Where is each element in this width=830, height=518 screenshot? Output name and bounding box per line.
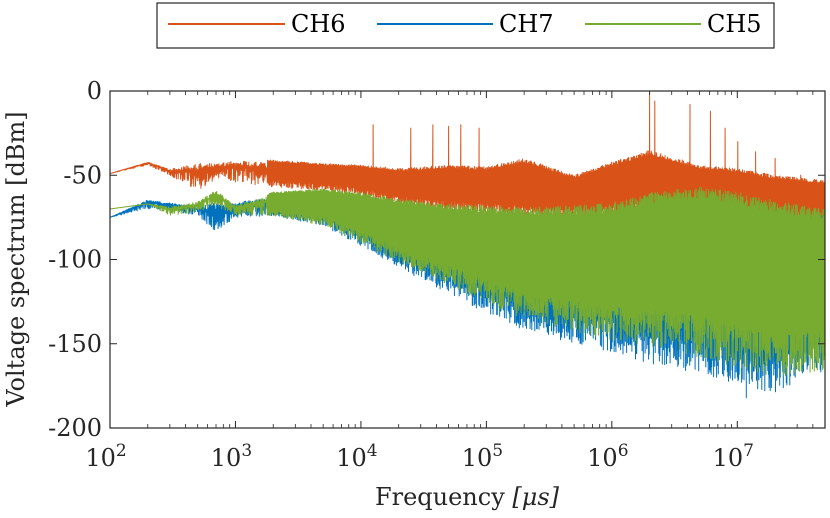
- series-layer: [109, 90, 826, 399]
- legend-label-ch7: CH7: [499, 10, 554, 38]
- x-tick-label: 103: [211, 441, 252, 472]
- x-tick-label: 102: [85, 441, 126, 472]
- x-axis-label: Frequency [μs]: [375, 483, 560, 511]
- y-tick-label: 0: [87, 77, 102, 105]
- y-tick-label: -150: [48, 330, 102, 358]
- legend-box: [156, 2, 775, 49]
- y-tick-label: -50: [63, 161, 102, 189]
- y-axis-label: Voltage spectrum [dBm]: [2, 111, 30, 407]
- ticks-layer: 102 103 104 105 106 107 0 -50 -100 -150 -200: [48, 77, 826, 472]
- x-tick-label: 107: [713, 441, 754, 472]
- x-tick-label: 105: [462, 441, 503, 472]
- x-tick-label: 106: [587, 441, 628, 472]
- legend-label-ch5: CH5: [707, 10, 762, 38]
- series-line-ch6: [109, 90, 826, 229]
- series-line-ch5: [109, 186, 826, 376]
- y-tick-label: -100: [48, 246, 102, 274]
- x-tick-label: 104: [336, 441, 377, 472]
- legend: CH6 CH7 CH5: [156, 2, 775, 49]
- legend-label-ch6: CH6: [291, 10, 346, 38]
- y-tick-label: -200: [48, 414, 102, 442]
